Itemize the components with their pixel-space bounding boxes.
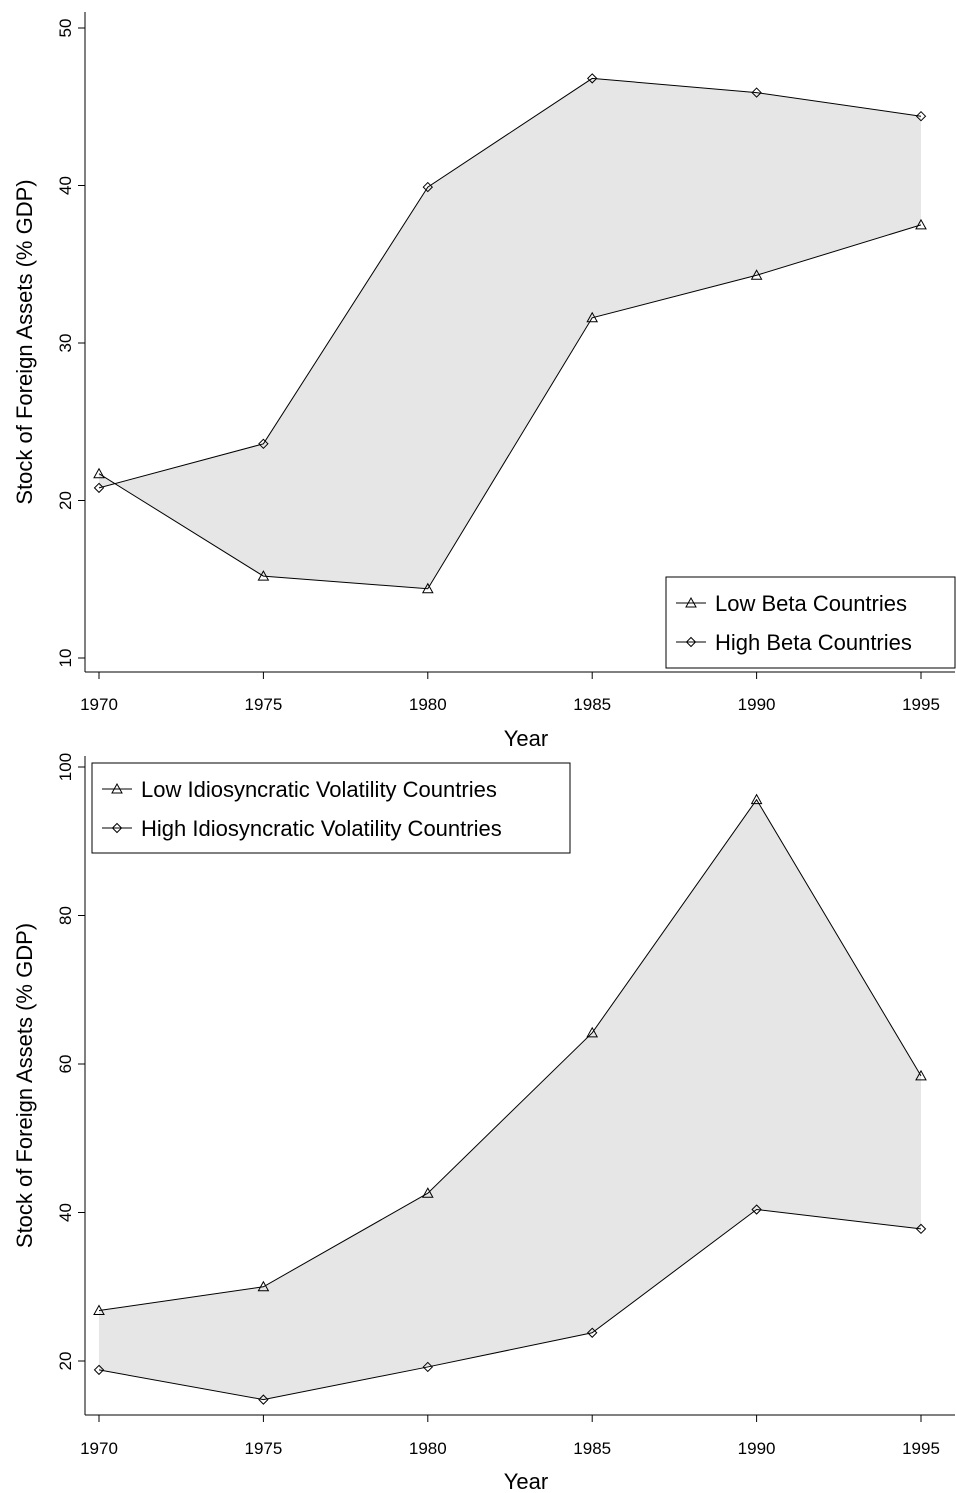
x-tick-label: 1980 [409,695,447,714]
legend-label: High Beta Countries [715,630,912,655]
shaded-band [99,78,921,589]
x-tick-label: 1995 [902,1439,940,1458]
x-tick-label: 1975 [244,695,282,714]
y-tick-label: 20 [56,1352,75,1371]
chart-bottom: 20 40 60 80 100 1970 1975 1980 1985 1990 1995 Year S… [12,753,955,1493]
legend-label: Low Beta Countries [715,591,907,616]
series-0 [93,793,927,1316]
y-tick-label: 40 [56,176,75,195]
x-axis-title: Year [504,726,548,748]
data-point-diamond [586,73,598,84]
series-line-0 [98,224,922,590]
legend-marker-triangle [685,596,697,608]
y-axis-title: Stock of Foreign Assets (% GDP) [12,923,37,1248]
data-point-diamond [751,87,762,98]
data-point-diamond [93,482,105,494]
y-tick-label: 60 [56,1055,75,1074]
x-tick-label: 1975 [244,1439,282,1458]
y-tick-label: 10 [56,649,75,668]
data-point-diamond [915,1223,927,1235]
data-point-diamond [586,1327,598,1338]
x-tick-label: 1985 [573,695,611,714]
data-point-triangle [750,793,763,805]
data-point-triangle [421,1187,434,1198]
series-line-0 [98,798,922,1312]
data-point-triangle [421,582,434,594]
data-point-triangle [586,1026,599,1038]
x-tick-label: 1985 [573,1439,611,1458]
chart-panel-bottom: 20 40 60 80 100 1970 1975 1980 1985 1990 1995 Year S… [0,748,956,1493]
data-point-triangle [93,1304,105,1316]
data-point-triangle [257,1280,270,1292]
legend-label: Low Idiosyncratic Volatility Countries [141,777,497,802]
legend-box [665,576,956,669]
legend-marker-triangle [111,782,123,794]
legend: Low Idiosyncratic Volatility Countries Hi… [91,762,571,854]
x-tick-label: 1995 [902,695,940,714]
data-point-diamond [422,1361,434,1373]
x-tick-label: 1990 [738,695,776,714]
x-tick-label: 1980 [409,1439,447,1458]
legend-label: High Idiosyncratic Volatility Countries [141,816,502,841]
data-point-diamond [258,438,269,450]
data-point-diamond [93,1364,105,1376]
chart-top: 10 20 30 40 50 1970 1975 1980 1985 1990 1995 Year St… [12,12,956,748]
y-tick-label: 80 [56,906,75,925]
data-point-triangle [93,467,105,479]
data-point-triangle [257,570,270,581]
y-tick-label: 40 [56,1203,75,1222]
data-point-triangle [915,218,927,230]
series-line-1 [98,77,922,489]
series-1 [93,1204,927,1405]
legend: Low Beta Countries High Beta Countries [665,576,956,669]
y-tick-label: 20 [56,491,75,510]
y-axis-title: Stock of Foreign Assets (% GDP) [12,179,37,504]
series-0 [93,218,927,594]
y-tick-label: 30 [56,334,75,353]
data-point-triangle [586,311,599,323]
data-point-diamond [751,1204,762,1215]
x-tick-label: 1970 [80,1439,118,1458]
series-line-1 [98,1209,922,1401]
data-point-diamond [422,181,434,193]
legend-marker-diamond [111,822,123,834]
data-point-triangle [915,1069,927,1081]
y-tick-label: 100 [56,753,75,781]
chart-panel-top: 10 20 30 40 50 1970 1975 1980 1985 1990 1995 Year St… [12,12,956,748]
shaded-band [99,799,921,1400]
series-1 [93,73,927,494]
y-tick-label: 50 [56,19,75,38]
x-axis-title: Year [504,1469,548,1493]
data-point-diamond [915,110,927,122]
x-tick-label: 1990 [738,1439,776,1458]
data-point-triangle [750,269,763,280]
legend-box [91,762,571,854]
data-point-diamond [258,1394,269,1405]
x-tick-label: 1970 [80,695,118,714]
legend-marker-diamond [685,636,697,648]
